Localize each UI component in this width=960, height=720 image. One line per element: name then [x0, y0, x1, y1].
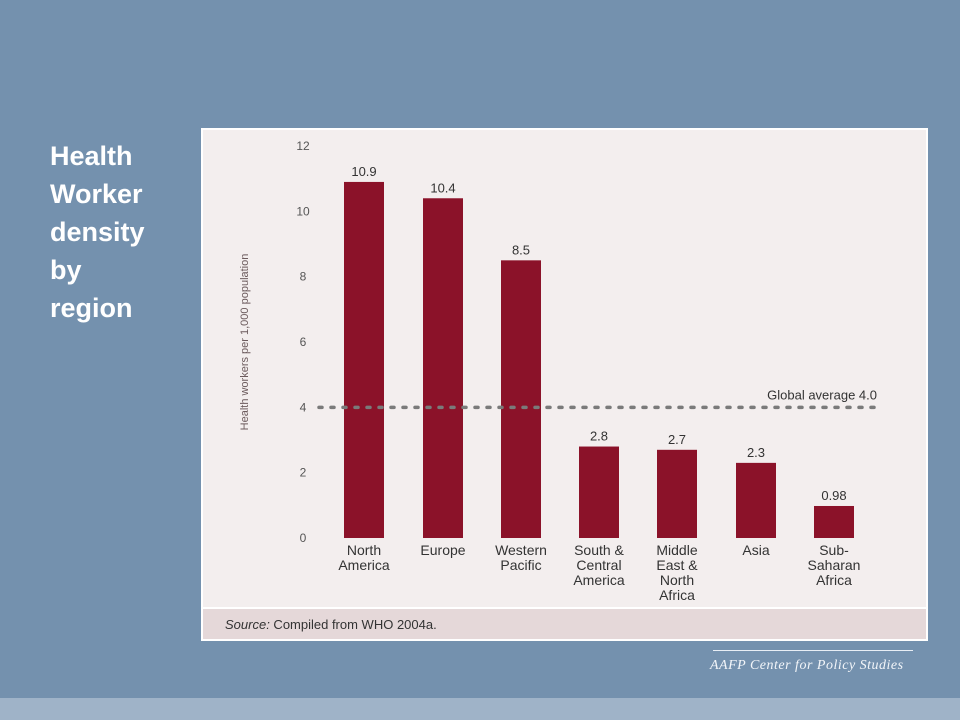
bar — [423, 198, 463, 538]
x-tick-label: Europe — [420, 542, 465, 558]
x-tick-label: South & Central America — [573, 542, 625, 588]
bar-chart: Health workers per 1,000 population 0 2 4 6 8… — [239, 139, 883, 603]
bottom-strip — [0, 698, 960, 720]
bar — [501, 260, 541, 538]
bar — [736, 462, 776, 538]
x-tick-label: North America — [338, 542, 390, 573]
y-tick-label: 2 — [300, 466, 307, 480]
bar-value-label: 10.9 — [351, 164, 376, 179]
plot-panel — [203, 130, 926, 607]
slide-title: Health Worker density by region — [50, 137, 190, 327]
bar-value-label: 10.4 — [430, 180, 455, 195]
slide-title-line: Worker — [50, 179, 143, 209]
bar-value-label: 8.5 — [512, 242, 530, 257]
y-axis-title: Health workers per 1,000 population — [239, 254, 251, 431]
y-tick-label: 6 — [300, 335, 307, 349]
x-tick-label: Western Pacific — [495, 542, 547, 573]
bar-value-label: 2.8 — [590, 429, 608, 444]
y-tick-label: 4 — [300, 400, 307, 414]
x-tick-label: Sub-Saharan Africa — [808, 542, 861, 588]
footer-rule — [713, 650, 913, 651]
bar — [657, 449, 697, 538]
slide-title-line: by — [50, 255, 82, 285]
source-text: Compiled from WHO 2004a. — [269, 617, 437, 632]
y-tick-label: 12 — [296, 139, 310, 153]
bar-value-label: 2.7 — [668, 432, 686, 447]
source-label: Source: — [225, 617, 270, 632]
bar — [814, 505, 854, 538]
x-tick-label: Asia — [742, 542, 769, 558]
footer-text: AAFP Center for Policy Studies — [710, 658, 904, 673]
bar — [344, 181, 384, 538]
source-panel: Source: Compiled from WHO 2004a. — [203, 609, 926, 639]
y-tick-label: 0 — [300, 531, 307, 545]
bar-value-label: 2.3 — [747, 445, 765, 460]
bar — [579, 446, 619, 538]
global-average-label: Global average 4.0 — [767, 387, 877, 402]
bar-value-label: 0.98 — [821, 488, 846, 503]
x-tick-label: Middle East & North Africa — [656, 542, 698, 603]
slide-title-line: region — [50, 293, 133, 323]
chart-figure: Health workers per 1,000 population 0 2 4 6 8… — [201, 128, 928, 641]
source-note: Source: Compiled from WHO 2004a. — [225, 617, 437, 632]
slide-title-line: Health — [50, 141, 133, 171]
slide-title-line: density — [50, 217, 145, 247]
y-tick-label: 10 — [296, 204, 310, 218]
y-tick-label: 8 — [300, 270, 307, 284]
